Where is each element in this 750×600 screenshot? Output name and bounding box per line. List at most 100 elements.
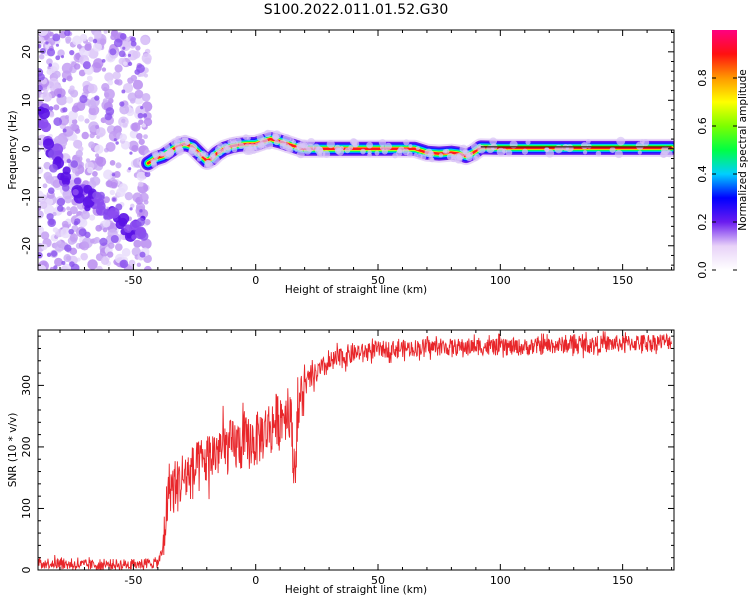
- x-axis-ticks: -50 0 50 100 150: [59, 330, 673, 587]
- noise-blob: [50, 250, 58, 257]
- track-halo: [163, 143, 171, 151]
- noise-blob: [127, 77, 134, 84]
- noise-blob: [116, 187, 126, 198]
- track-halo: [180, 137, 190, 147]
- noise-blob: [70, 263, 80, 270]
- plot-frame: [37, 29, 675, 271]
- noise-blob: [79, 95, 88, 104]
- noise-blob: [49, 163, 58, 173]
- noise-blob: [112, 197, 116, 202]
- noise-blob: [133, 239, 142, 248]
- heatmap-layer: [38, 30, 674, 270]
- track-halo: [554, 144, 563, 154]
- colorbar-tick-label: 0.8: [696, 69, 709, 87]
- track-halo: [471, 143, 479, 151]
- track-halo: [246, 136, 251, 141]
- track-halo: [301, 143, 306, 148]
- figure-title: S100.2022.011.01.52.G30: [264, 2, 449, 18]
- noise-blob: [102, 98, 108, 104]
- noise-blob: [97, 191, 105, 200]
- snr-series-line: [38, 331, 672, 570]
- noise-blob: [46, 68, 53, 75]
- noise-blob: [52, 227, 59, 233]
- noise-blob: [38, 30, 49, 36]
- noise-blob: [71, 105, 79, 113]
- noise-blob: [79, 50, 84, 55]
- noise-blob: [75, 171, 80, 177]
- noise-blob: [48, 149, 57, 159]
- noise-blob: [104, 209, 108, 213]
- noise-blob: [92, 42, 103, 52]
- noise-blob: [66, 206, 71, 211]
- noise-blob: [49, 266, 55, 270]
- noise-blob: [69, 233, 78, 242]
- track-halo: [456, 152, 465, 161]
- noise-blob: [141, 53, 152, 64]
- noise-blob: [139, 231, 149, 241]
- track-halo: [616, 136, 626, 146]
- noise-blob: [144, 171, 151, 178]
- noise-blob: [122, 61, 128, 66]
- x-axis-label: Height of straight line (km): [285, 584, 427, 596]
- y-tick-label: 20: [20, 45, 33, 59]
- track-halo: [438, 153, 444, 158]
- noise-blob: [94, 95, 100, 101]
- noise-blob: [62, 107, 68, 113]
- y-axis-label: SNR (10 * v/v): [7, 413, 19, 488]
- noise-blob: [73, 177, 80, 184]
- noise-blob: [48, 218, 55, 225]
- x-tick-label: 150: [612, 274, 633, 287]
- snr-line-layer: [38, 331, 672, 570]
- track-halo: [153, 157, 159, 163]
- noise-blob: [92, 191, 99, 199]
- noise-blob: [48, 106, 54, 111]
- track-halo: [209, 154, 215, 160]
- noise-blob: [45, 41, 49, 45]
- x-tick-label: 50: [371, 574, 385, 587]
- noise-blob: [111, 172, 116, 177]
- noise-blob: [46, 213, 54, 221]
- noise-blob: [48, 31, 54, 37]
- noise-blob: [48, 63, 53, 67]
- noise-blob: [121, 89, 126, 94]
- noise-blob: [50, 62, 60, 72]
- noise-blob: [87, 259, 98, 270]
- noise-blob: [66, 158, 72, 164]
- noise-blob: [95, 125, 100, 130]
- colorbar-tick-label: 0.4: [696, 165, 709, 183]
- noise-blob: [60, 227, 72, 239]
- track-halo: [378, 139, 387, 147]
- track-halo: [614, 149, 623, 159]
- noise-blob: [99, 38, 107, 45]
- noise-blob: [62, 184, 70, 192]
- noise-blob: [69, 247, 78, 255]
- noise-blob: [130, 36, 136, 43]
- noise-blob: [136, 64, 145, 73]
- track-halo: [466, 152, 471, 158]
- noise-blob: [108, 242, 115, 249]
- noise-blob: [76, 44, 82, 49]
- noise-blob: [63, 254, 72, 262]
- track-halo: [429, 157, 435, 163]
- noise-blob: [48, 112, 55, 118]
- noise-blob: [97, 201, 106, 211]
- noise-blob: [102, 219, 111, 228]
- noise-blob: [88, 141, 95, 149]
- noise-blob: [115, 162, 122, 169]
- track-halo: [273, 139, 280, 146]
- track-halo: [366, 141, 373, 149]
- noise-blob: [60, 171, 72, 183]
- noise-blob: [122, 41, 129, 48]
- track-halo: [545, 148, 555, 158]
- y-tick-label: 10: [20, 93, 33, 107]
- noise-blob: [136, 217, 145, 227]
- noise-blob: [64, 195, 72, 204]
- track-halo: [238, 142, 245, 150]
- noise-blob: [88, 121, 99, 133]
- track-halo: [231, 146, 238, 153]
- x-tick-label: 100: [490, 574, 511, 587]
- noise-blob: [70, 160, 79, 168]
- noise-blob: [141, 123, 146, 128]
- track-halo: [505, 149, 513, 157]
- noise-blob: [119, 259, 129, 269]
